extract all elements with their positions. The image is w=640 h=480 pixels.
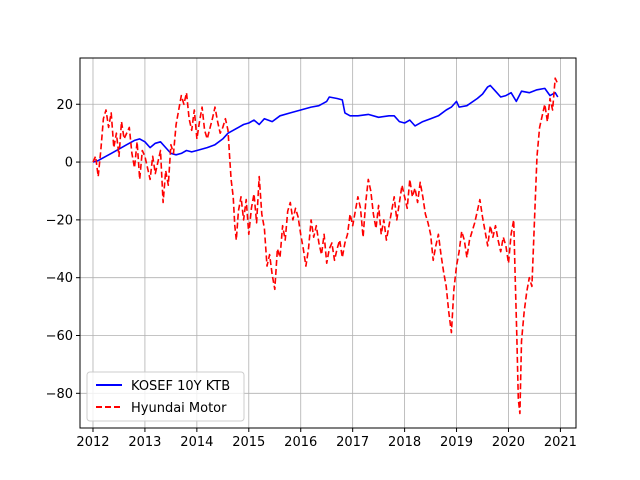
plot-frame [79, 57, 577, 429]
y-tick-label: −40 [46, 271, 73, 286]
series-line-kosef-10y-ktb [92, 84, 559, 163]
legend-label-hyundai: Hyundai Motor [131, 401, 227, 416]
x-tick-label: 2014 [180, 435, 213, 450]
series-lines [92, 77, 559, 415]
legend: KOSEF 10Y KTB Hyundai Motor [86, 371, 245, 422]
y-axis: −80 −60 −40 −20 0 20 [46, 98, 80, 402]
x-axis: 2012 2013 2014 2015 2016 2017 2018 2019 2020 2021 [76, 428, 577, 450]
x-tick-label: 2017 [336, 435, 369, 450]
series-line-hyundai-motor [92, 77, 559, 415]
x-tick-label: 2021 [544, 435, 577, 450]
x-tick-label: 2018 [388, 435, 421, 450]
x-tick-label: 2015 [232, 435, 265, 450]
y-tick-label: −80 [46, 387, 73, 402]
x-tick-label: 2016 [284, 435, 317, 450]
y-tick-label: −20 [46, 213, 73, 228]
legend-label-kosef: KOSEF 10Y KTB [131, 379, 230, 394]
y-tick-label: 20 [56, 98, 73, 113]
x-tick-label: 2012 [76, 435, 109, 450]
x-tick-label: 2020 [492, 435, 525, 450]
legend-box [86, 371, 245, 422]
y-tick-label: 0 [65, 156, 73, 171]
x-tick-label: 2019 [440, 435, 473, 450]
y-tick-label: −60 [46, 329, 73, 344]
x-tick-label: 2013 [128, 435, 161, 450]
